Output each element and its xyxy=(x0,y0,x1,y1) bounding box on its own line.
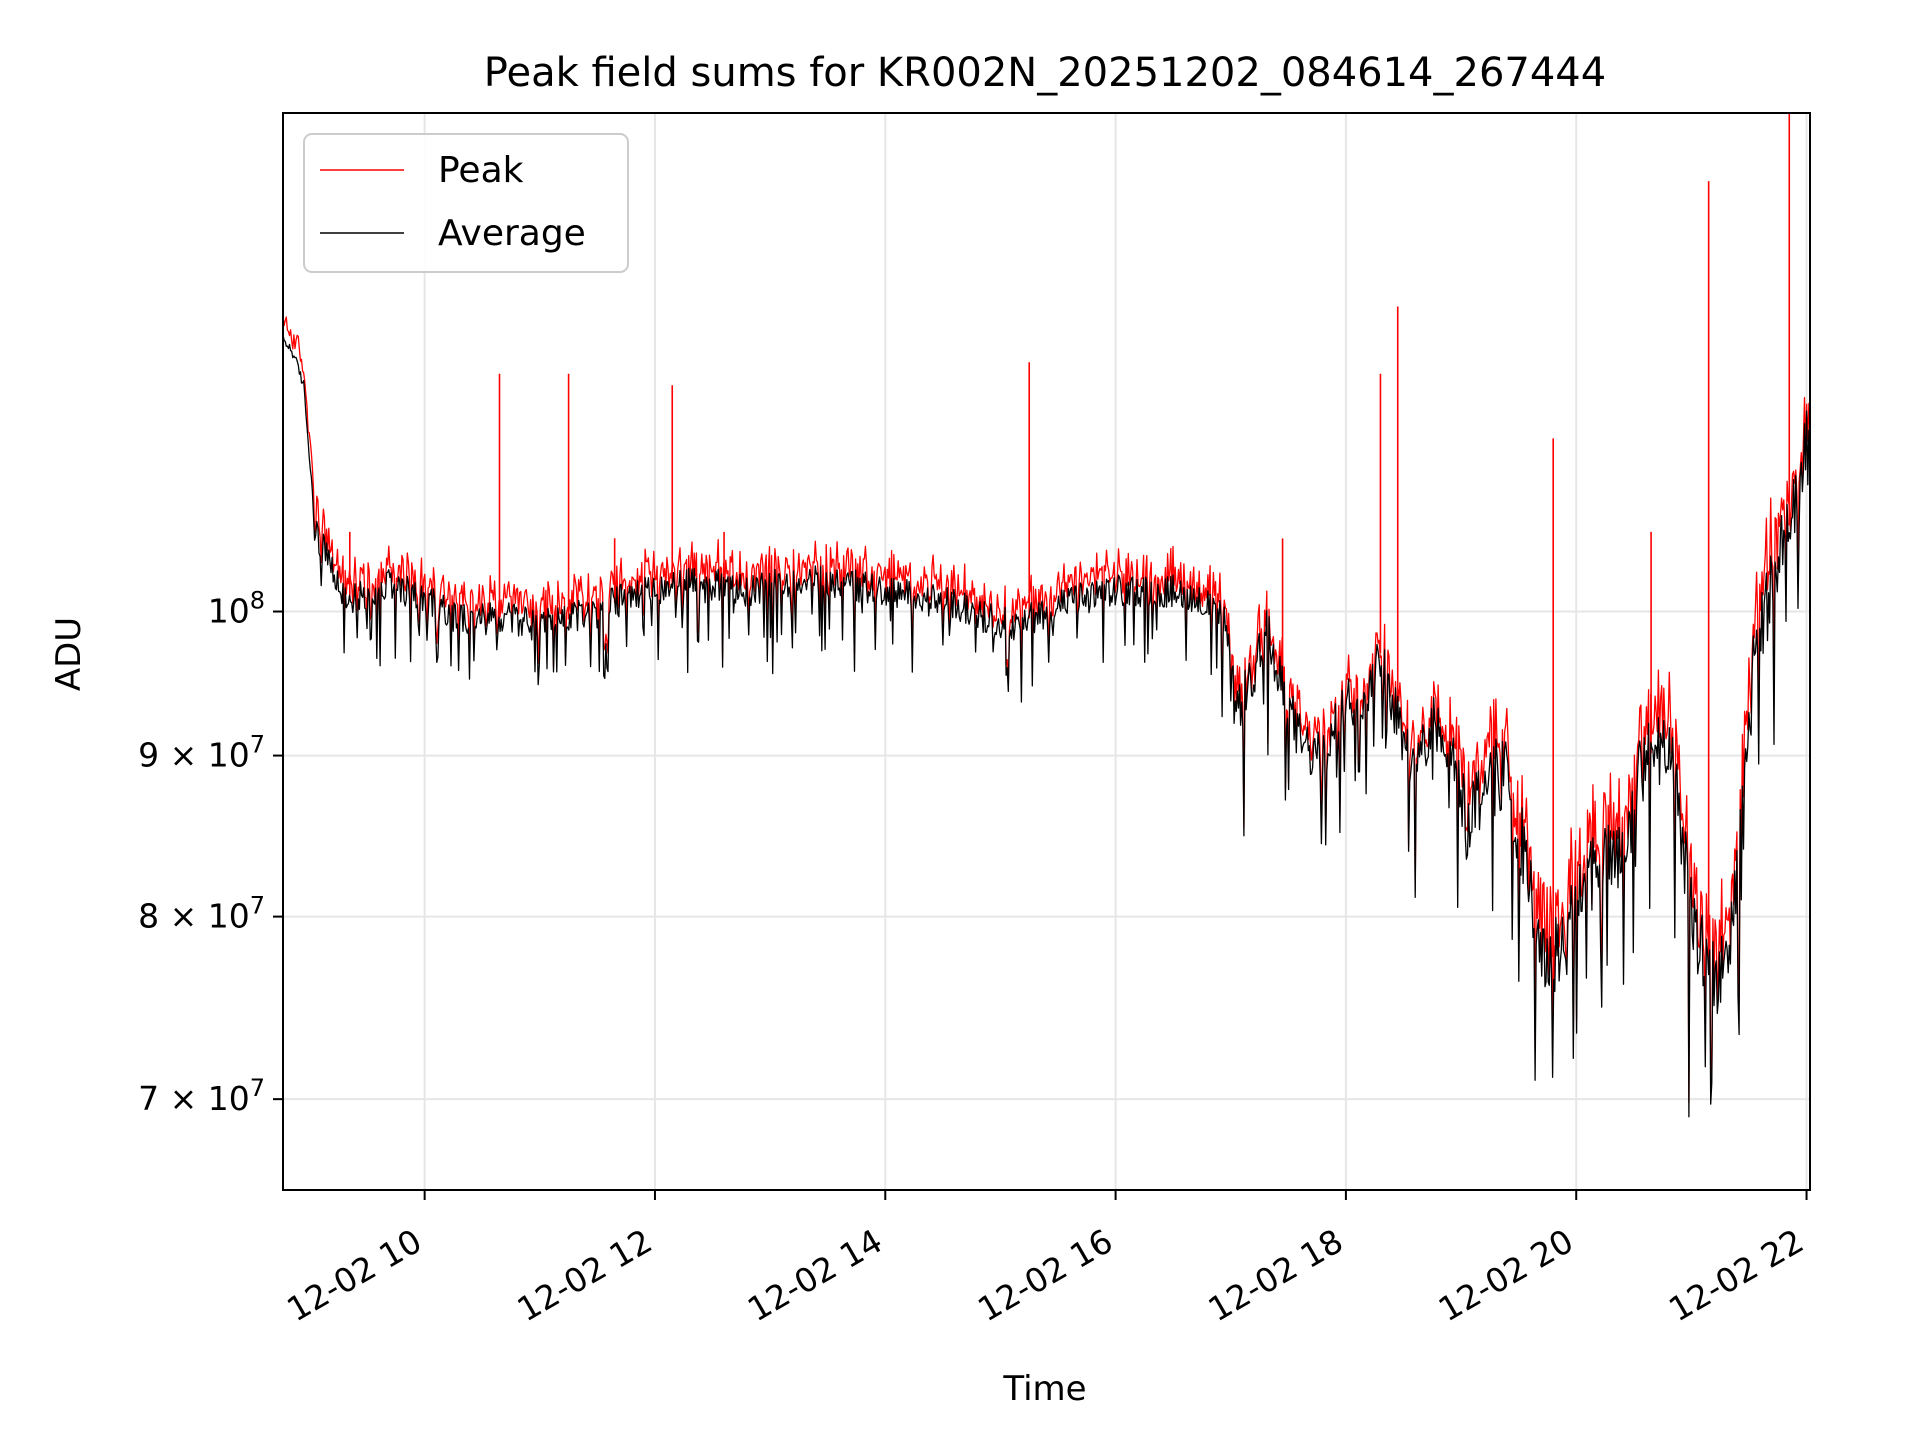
y-tick-label: 8 × 107 xyxy=(138,892,265,936)
plot-frame xyxy=(282,112,1811,1191)
y-tick-label: 9 × 107 xyxy=(138,731,265,775)
chart-title: Peak field sums for KR002N_20251202_0846… xyxy=(484,50,1606,96)
y-axis-label: ADU xyxy=(49,617,89,691)
legend-peak-label: Peak xyxy=(438,150,524,191)
legend: Peak Average xyxy=(303,133,629,273)
x-axis-label: Time xyxy=(1002,1369,1086,1409)
legend-box xyxy=(303,133,629,273)
series-group xyxy=(283,113,1810,1118)
y-tick-label: 7 × 107 xyxy=(138,1074,265,1118)
average-series-line xyxy=(283,334,1810,1118)
legend-average-label: Average xyxy=(438,213,586,254)
